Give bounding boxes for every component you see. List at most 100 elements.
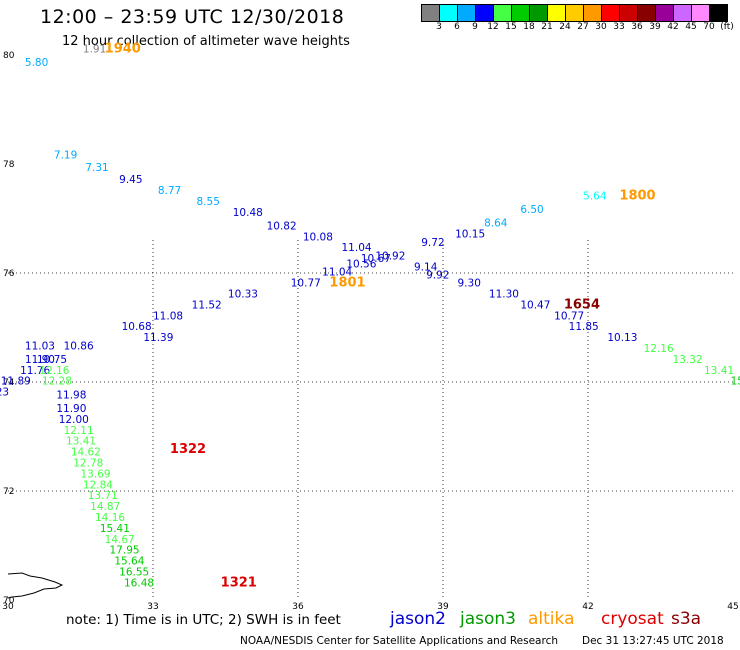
wave-height-label: 8.55 bbox=[197, 196, 220, 208]
wave-height-label: 11.89 bbox=[1, 376, 31, 388]
colorbar-label: (ft) bbox=[720, 22, 734, 32]
wave-height-label: 9.72 bbox=[421, 237, 444, 249]
wave-height-label: 10.33 bbox=[228, 289, 258, 301]
generated-timestamp: Dec 31 13:27:45 UTC 2018 bbox=[582, 635, 724, 647]
colorbar-swatch bbox=[602, 5, 620, 21]
wave-height-label: 7.31 bbox=[85, 162, 108, 174]
colorbar-labels: 3 6 9 12 15 18 21 24 27 30 33 36 39 42 45 70 (ft) bbox=[421, 22, 740, 34]
colorbar-label: 3 bbox=[436, 22, 442, 32]
lon-tick-label: 45 bbox=[727, 602, 738, 612]
wave-height-label: 16.55 bbox=[119, 566, 149, 578]
wave-height-label: 17.95 bbox=[110, 545, 140, 557]
wave-height-label: 11.04 bbox=[342, 242, 372, 254]
wave-height-label: 8.64 bbox=[484, 218, 508, 230]
legend-cryosat: cryosat bbox=[601, 609, 664, 629]
wave-height-label: 9.14 bbox=[414, 261, 438, 273]
wave-height-label: 5.64 bbox=[583, 190, 607, 202]
colorbar-label: 27 bbox=[577, 22, 589, 32]
legend-s3a: s3a bbox=[671, 609, 702, 629]
units-note: note: 1) Time is in UTC; 2) SWH is in fe… bbox=[66, 612, 341, 628]
wave-height-label: 9.30 bbox=[458, 278, 481, 290]
wave-height-label: 11.08 bbox=[153, 310, 183, 322]
pass-time-label: 1800 bbox=[619, 188, 655, 203]
colorbar-label: 6 bbox=[454, 22, 460, 32]
wave-height-label: 1.91 bbox=[83, 43, 106, 55]
wave-height-label: 11.03 bbox=[25, 340, 55, 352]
axis-ticks: 30 33 36 39 42 45 70 72 74 76 78 80 bbox=[2, 51, 738, 612]
colorbar-swatch bbox=[566, 5, 584, 21]
wave-height-label: 11.98 bbox=[56, 389, 86, 401]
colorbar-swatch bbox=[440, 5, 458, 21]
colorbar-label: 15 bbox=[505, 22, 517, 32]
wave-height-label: 13.41 bbox=[66, 436, 96, 448]
colorbar-swatch bbox=[710, 5, 727, 21]
wave-height-label: 9.45 bbox=[119, 174, 142, 186]
lat-tick-label: 74 bbox=[3, 378, 15, 388]
wave-height-label: 13.32 bbox=[673, 354, 703, 366]
lat-tick-label: 72 bbox=[3, 487, 14, 497]
wave-height-label: 10.56 bbox=[346, 259, 376, 271]
colorbar-label: 42 bbox=[667, 22, 679, 32]
pass-time-label: 1801 bbox=[329, 276, 365, 291]
wave-height-label: 11.39 bbox=[143, 332, 173, 344]
wave-height-label: 10.75 bbox=[37, 354, 67, 366]
coastline bbox=[7, 572, 64, 599]
wave-height-label: 12.16 bbox=[644, 343, 674, 355]
wave-height-label: 11.76 bbox=[20, 365, 50, 377]
colorbar-swatch bbox=[548, 5, 566, 21]
wave-height-label: 10.67 bbox=[361, 253, 391, 265]
credit-line: NOAA/NESDIS Center for Satellite Applica… bbox=[240, 635, 558, 647]
legend-altika: altika bbox=[528, 609, 575, 629]
wave-height-label: 12.11 bbox=[64, 425, 94, 437]
lon-tick-label: 42 bbox=[582, 602, 593, 612]
wave-height-label: 11.30 bbox=[489, 289, 519, 301]
wave-height-label: 6.50 bbox=[520, 204, 543, 216]
legend-jason3: jason3 bbox=[460, 609, 516, 629]
wave-height-label: 12.78 bbox=[73, 457, 103, 469]
wave-height-label: 10.92 bbox=[375, 250, 405, 262]
wave-height-label: 7.19 bbox=[54, 150, 77, 162]
colorbar-swatch bbox=[620, 5, 638, 21]
wave-height-label: 10.86 bbox=[64, 340, 94, 352]
colorbar-swatch bbox=[458, 5, 476, 21]
legend-jason2: jason2 bbox=[390, 609, 446, 629]
wave-height-label: 13.69 bbox=[81, 468, 111, 480]
wave-height-label: 10.48 bbox=[233, 207, 263, 219]
lon-tick-label: 33 bbox=[147, 602, 158, 612]
pass-time-label: 1940 bbox=[105, 41, 141, 56]
lon-tick-label: 36 bbox=[292, 602, 304, 612]
wave-height-label: 12.84 bbox=[83, 479, 113, 491]
colorbar-swatch bbox=[638, 5, 656, 21]
colorbar-label: 18 bbox=[523, 22, 535, 32]
lat-tick-label: 78 bbox=[3, 160, 15, 170]
wave-height-label: 12.00 bbox=[59, 414, 89, 426]
wave-height-label: 15.70 bbox=[731, 376, 740, 388]
wave-height-label: 11.04 bbox=[322, 267, 352, 279]
lat-tick-label: 70 bbox=[3, 596, 15, 606]
colorbar-label: 21 bbox=[541, 22, 553, 32]
colorbar-label: 30 bbox=[595, 22, 607, 32]
wave-height-label: 10.15 bbox=[455, 229, 485, 241]
wave-height-label: 10.08 bbox=[303, 231, 333, 243]
page-subtitle: 12 hour collection of altimeter wave hei… bbox=[62, 34, 350, 49]
pass-time-label: 1654 bbox=[564, 297, 600, 312]
wave-height-label: 10.77 bbox=[291, 278, 321, 290]
wave-height-label: 10.82 bbox=[267, 220, 297, 232]
wave-height-label: 14.16 bbox=[95, 512, 125, 524]
wave-height-label: 5.80 bbox=[25, 57, 48, 69]
colorbar-swatch bbox=[530, 5, 548, 21]
lat-lon-grid bbox=[8, 240, 733, 600]
coastline-path bbox=[7, 572, 64, 599]
colorbar-swatch bbox=[512, 5, 530, 21]
colorbar-label: 9 bbox=[472, 22, 478, 32]
wave-height-label: 15.64 bbox=[114, 556, 144, 568]
wave-height-label: 16.48 bbox=[124, 577, 154, 589]
lat-tick-label: 80 bbox=[3, 51, 15, 61]
colorbar-swatch bbox=[674, 5, 692, 21]
page-title: 12:00 – 23:59 UTC 12/30/2018 bbox=[40, 6, 345, 28]
wave-height-label: 14.67 bbox=[105, 534, 135, 546]
wave-height-label: 11.90 bbox=[25, 354, 55, 366]
colorbar-label: 24 bbox=[559, 22, 571, 32]
